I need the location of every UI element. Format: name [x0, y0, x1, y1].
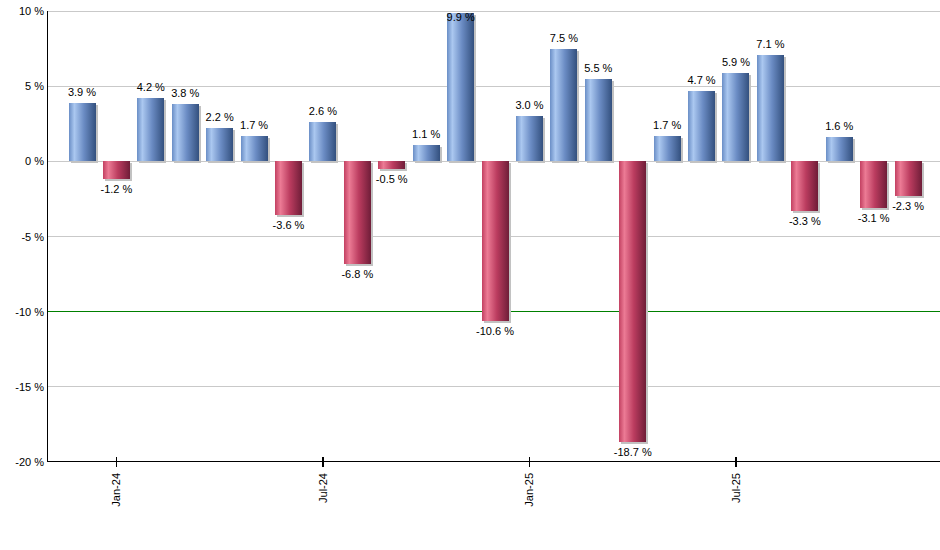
y-axis-tick-label: -5 %: [4, 231, 44, 243]
bar-Sep-25: [791, 161, 818, 211]
y-axis-tick-label: -10 %: [4, 306, 44, 318]
x-axis-tick-mark: [735, 457, 737, 467]
x-axis-tick-mark: [322, 457, 324, 467]
monthly-returns-bar-chart: 10 % 5 % 0 % -5 % -10 % -15 % -20 % 3.9 % -1.2 %…: [0, 0, 940, 550]
bar-Dec-23: [69, 103, 96, 162]
bar-Jun-25: [688, 91, 715, 162]
bar-Feb-24: [137, 98, 164, 161]
bar-value-label: -2.3 %: [880, 200, 936, 213]
bar-value-label: 1.7 %: [639, 119, 695, 132]
bar-Dec-25: [895, 161, 922, 196]
bar-Jul-25: [722, 73, 749, 162]
bar-Nov-24: [447, 13, 474, 162]
x-axis-line: [47, 461, 940, 463]
bar-value-label: 9.9 %: [433, 11, 489, 24]
bar-value-label: 1.1 %: [398, 128, 454, 141]
bar-Aug-25: [757, 55, 784, 162]
bar-Apr-25: [619, 161, 646, 442]
bar-May-24: [241, 136, 268, 162]
bar-Oct-24: [413, 145, 440, 162]
bar-value-label: -6.8 %: [329, 268, 385, 281]
bar-value-label: -3.1 %: [846, 212, 902, 225]
bar-value-label: 3.8 %: [157, 87, 213, 100]
bar-value-label: -0.5 %: [364, 173, 420, 186]
bar-Jun-24: [275, 161, 302, 215]
bar-value-label: 1.6 %: [811, 120, 867, 133]
x-axis-tick-mark: [116, 457, 118, 467]
bar-Dec-24: [482, 161, 509, 320]
y-axis-line: [47, 11, 49, 462]
bar-value-label: -18.7 %: [605, 446, 661, 459]
bar-value-label: 3.9 %: [54, 86, 110, 99]
bar-value-label: -1.2 %: [88, 183, 144, 196]
y-axis-tick-label: 10 %: [4, 5, 44, 17]
bar-value-label: 5.5 %: [570, 62, 626, 75]
bar-value-label: -3.6 %: [261, 219, 317, 232]
x-axis-tick-label: Jan-25: [523, 473, 535, 517]
bar-May-25: [654, 136, 681, 162]
bar-value-label: 4.7 %: [674, 74, 730, 87]
bar-Apr-24: [206, 128, 233, 161]
bar-value-label: 3.0 %: [501, 99, 557, 112]
y-axis-tick-label: -20 %: [4, 456, 44, 468]
bar-value-label: 7.1 %: [742, 38, 798, 51]
y-axis-tick-label: -15 %: [4, 381, 44, 393]
y-axis-tick-label: 0 %: [4, 155, 44, 167]
bar-Jul-24: [309, 122, 336, 161]
bar-Sep-24: [378, 161, 405, 169]
bar-value-label: -10.6 %: [467, 325, 523, 338]
bar-Jan-24: [103, 161, 130, 179]
bar-Oct-25: [826, 137, 853, 161]
bar-Jan-25: [516, 116, 543, 161]
x-axis-tick-label: Jul-25: [730, 473, 742, 517]
bar-value-label: -3.3 %: [777, 215, 833, 228]
y-gridline: [48, 386, 940, 387]
bar-value-label: 5.9 %: [708, 56, 764, 69]
y-gridline: [48, 11, 940, 12]
bar-Mar-25: [585, 79, 612, 162]
bar-value-label: 1.7 %: [226, 119, 282, 132]
bar-value-label: 2.6 %: [295, 105, 351, 118]
x-axis-tick-mark: [529, 457, 531, 467]
y-axis-tick-label: 5 %: [4, 80, 44, 92]
x-axis-tick-label: Jul-24: [317, 473, 329, 517]
x-axis-tick-label: Jan-24: [110, 473, 122, 517]
bar-value-label: 7.5 %: [536, 32, 592, 45]
